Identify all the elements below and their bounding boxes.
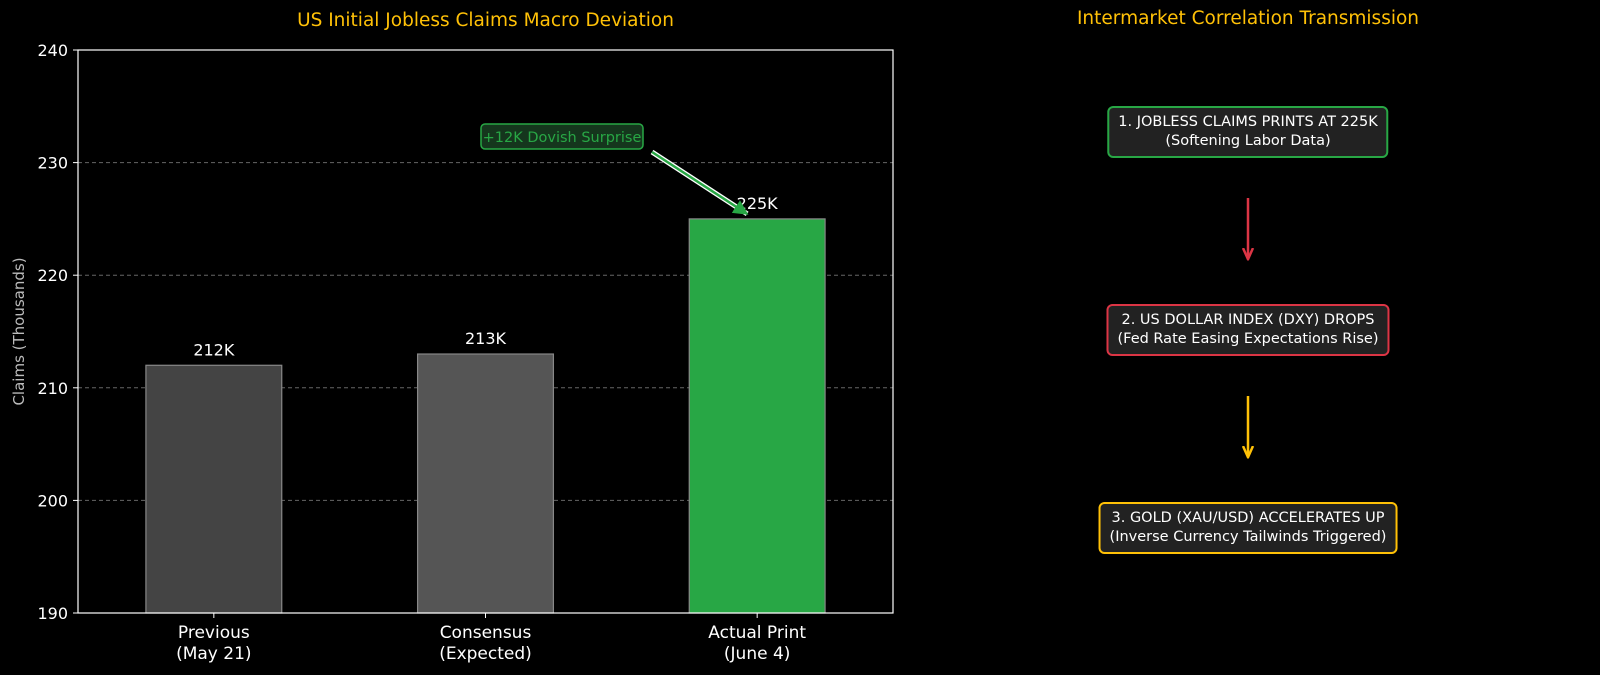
- bar: [416, 353, 555, 614]
- flow-step-subtitle: (Inverse Currency Tailwinds Triggered): [1109, 529, 1387, 545]
- flow-step-dollar-index: 2. US DOLLAR INDEX (DXY) DROPS (Fed Rate…: [1106, 304, 1390, 356]
- flow-step-subtitle: (Softening Labor Data): [1165, 133, 1331, 149]
- flow-step-gold: 3. GOLD (XAU/USD) ACCELERATES UP (Invers…: [1098, 502, 1398, 554]
- annotation-label: +12K Dovish Surprise: [483, 130, 642, 146]
- y-tick-label: 230: [37, 154, 68, 173]
- y-tick-label: 190: [37, 604, 68, 623]
- bar-value-label: 213K: [465, 329, 507, 348]
- y-axis-label: Claims (Thousands): [10, 257, 28, 405]
- y-tick-label: 220: [37, 266, 68, 285]
- annotation-box: [480, 123, 644, 150]
- y-tick-label: 240: [37, 41, 68, 60]
- y-tick-label: 200: [37, 491, 68, 510]
- x-tick-label: Consensus (Expected): [439, 623, 532, 664]
- flow-step-subtitle: (Fed Rate Easing Expectations Rise): [1117, 331, 1379, 347]
- annotation-arrow: [651, 150, 749, 215]
- flow-step-title: 3. GOLD (XAU/USD) ACCELERATES UP: [1111, 510, 1385, 526]
- x-tick-label: Previous (May 21): [176, 623, 251, 664]
- flow-title: Intermarket Correlation Transmission: [1076, 8, 1420, 29]
- chart-title: US Initial Jobless Claims Macro Deviatio…: [297, 10, 674, 31]
- flow-step-title: 2. US DOLLAR INDEX (DXY) DROPS: [1121, 312, 1375, 328]
- flow-step-jobless-claims: 1. JOBLESS CLAIMS PRINTS AT 225K (Soften…: [1107, 106, 1389, 158]
- flow-step-title: 1. JOBLESS CLAIMS PRINTS AT 225K: [1118, 114, 1378, 130]
- y-tick-label: 210: [37, 379, 68, 398]
- bar: [145, 364, 283, 614]
- plot-frame: [77, 49, 894, 614]
- bar-value-label: 212K: [193, 340, 235, 359]
- x-tick-label: Actual Print (June 4): [708, 623, 806, 664]
- bar: [688, 218, 826, 614]
